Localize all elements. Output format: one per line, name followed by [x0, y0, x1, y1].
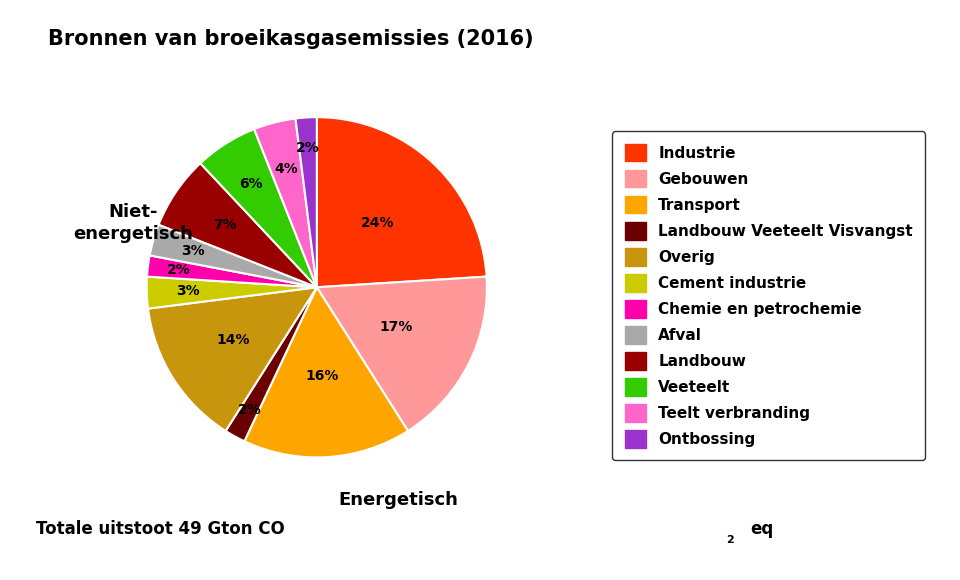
Wedge shape: [147, 277, 317, 309]
Text: 2: 2: [726, 535, 733, 545]
Text: 4%: 4%: [275, 162, 299, 176]
Wedge shape: [245, 287, 408, 458]
Text: 14%: 14%: [217, 333, 251, 347]
Text: 3%: 3%: [180, 244, 204, 258]
Wedge shape: [148, 287, 317, 431]
Legend: Industrie, Gebouwen, Transport, Landbouw Veeteelt Visvangst, Overig, Cement indu: Industrie, Gebouwen, Transport, Landbouw…: [612, 132, 925, 460]
Wedge shape: [150, 224, 317, 287]
Wedge shape: [317, 117, 487, 287]
Wedge shape: [158, 164, 317, 287]
Text: Bronnen van broeikasgasemissies (2016): Bronnen van broeikasgasemissies (2016): [48, 29, 534, 49]
Text: Totale uitstoot 49 Gton CO: Totale uitstoot 49 Gton CO: [36, 520, 285, 538]
Text: 16%: 16%: [305, 368, 339, 383]
Text: Energetisch: Energetisch: [339, 491, 459, 509]
Text: 2%: 2%: [238, 403, 261, 416]
Text: 24%: 24%: [361, 216, 395, 230]
Text: eq: eq: [750, 520, 773, 538]
Text: 2%: 2%: [297, 141, 320, 155]
Text: 6%: 6%: [239, 177, 263, 191]
Wedge shape: [226, 287, 317, 441]
Wedge shape: [201, 129, 317, 287]
Text: Niet-
energetisch: Niet- energetisch: [73, 202, 193, 243]
Wedge shape: [254, 118, 317, 287]
Wedge shape: [147, 255, 317, 287]
Wedge shape: [317, 277, 487, 431]
Text: 17%: 17%: [379, 321, 412, 335]
Text: 3%: 3%: [176, 284, 200, 298]
Text: 7%: 7%: [213, 218, 237, 232]
Wedge shape: [296, 117, 317, 287]
Text: 2%: 2%: [166, 263, 190, 277]
